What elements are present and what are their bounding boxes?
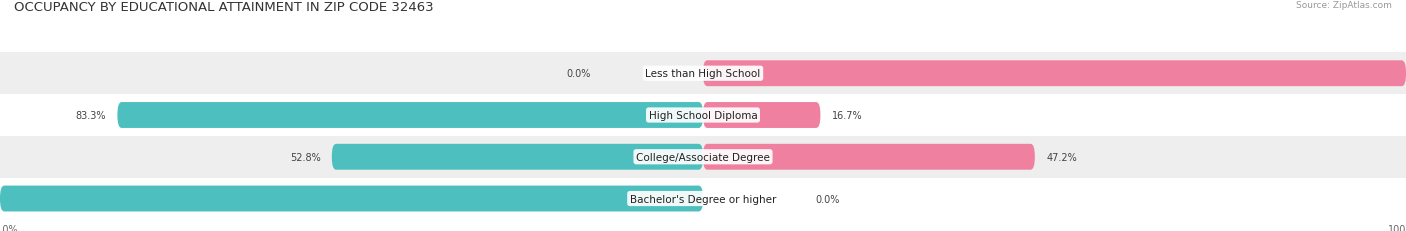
Bar	[0, 136, 1406, 178]
Text: 83.3%: 83.3%	[76, 110, 107, 121]
Text: 52.8%: 52.8%	[290, 152, 321, 162]
Text: 0.0%: 0.0%	[815, 194, 839, 204]
Bar	[0, 95, 1406, 136]
Text: College/Associate Degree: College/Associate Degree	[636, 152, 770, 162]
FancyBboxPatch shape	[0, 186, 703, 212]
Text: Source: ZipAtlas.com: Source: ZipAtlas.com	[1296, 1, 1392, 10]
Bar	[0, 178, 1406, 219]
FancyBboxPatch shape	[703, 103, 821, 128]
FancyBboxPatch shape	[118, 103, 703, 128]
FancyBboxPatch shape	[703, 144, 1035, 170]
FancyBboxPatch shape	[703, 61, 1406, 87]
Text: Less than High School: Less than High School	[645, 69, 761, 79]
Text: Bachelor's Degree or higher: Bachelor's Degree or higher	[630, 194, 776, 204]
Text: High School Diploma: High School Diploma	[648, 110, 758, 121]
Text: 47.2%: 47.2%	[1046, 152, 1077, 162]
Text: OCCUPANCY BY EDUCATIONAL ATTAINMENT IN ZIP CODE 32463: OCCUPANCY BY EDUCATIONAL ATTAINMENT IN Z…	[14, 1, 433, 14]
Text: 0.0%: 0.0%	[567, 69, 591, 79]
Text: 16.7%: 16.7%	[832, 110, 862, 121]
FancyBboxPatch shape	[332, 144, 703, 170]
Bar	[0, 53, 1406, 95]
